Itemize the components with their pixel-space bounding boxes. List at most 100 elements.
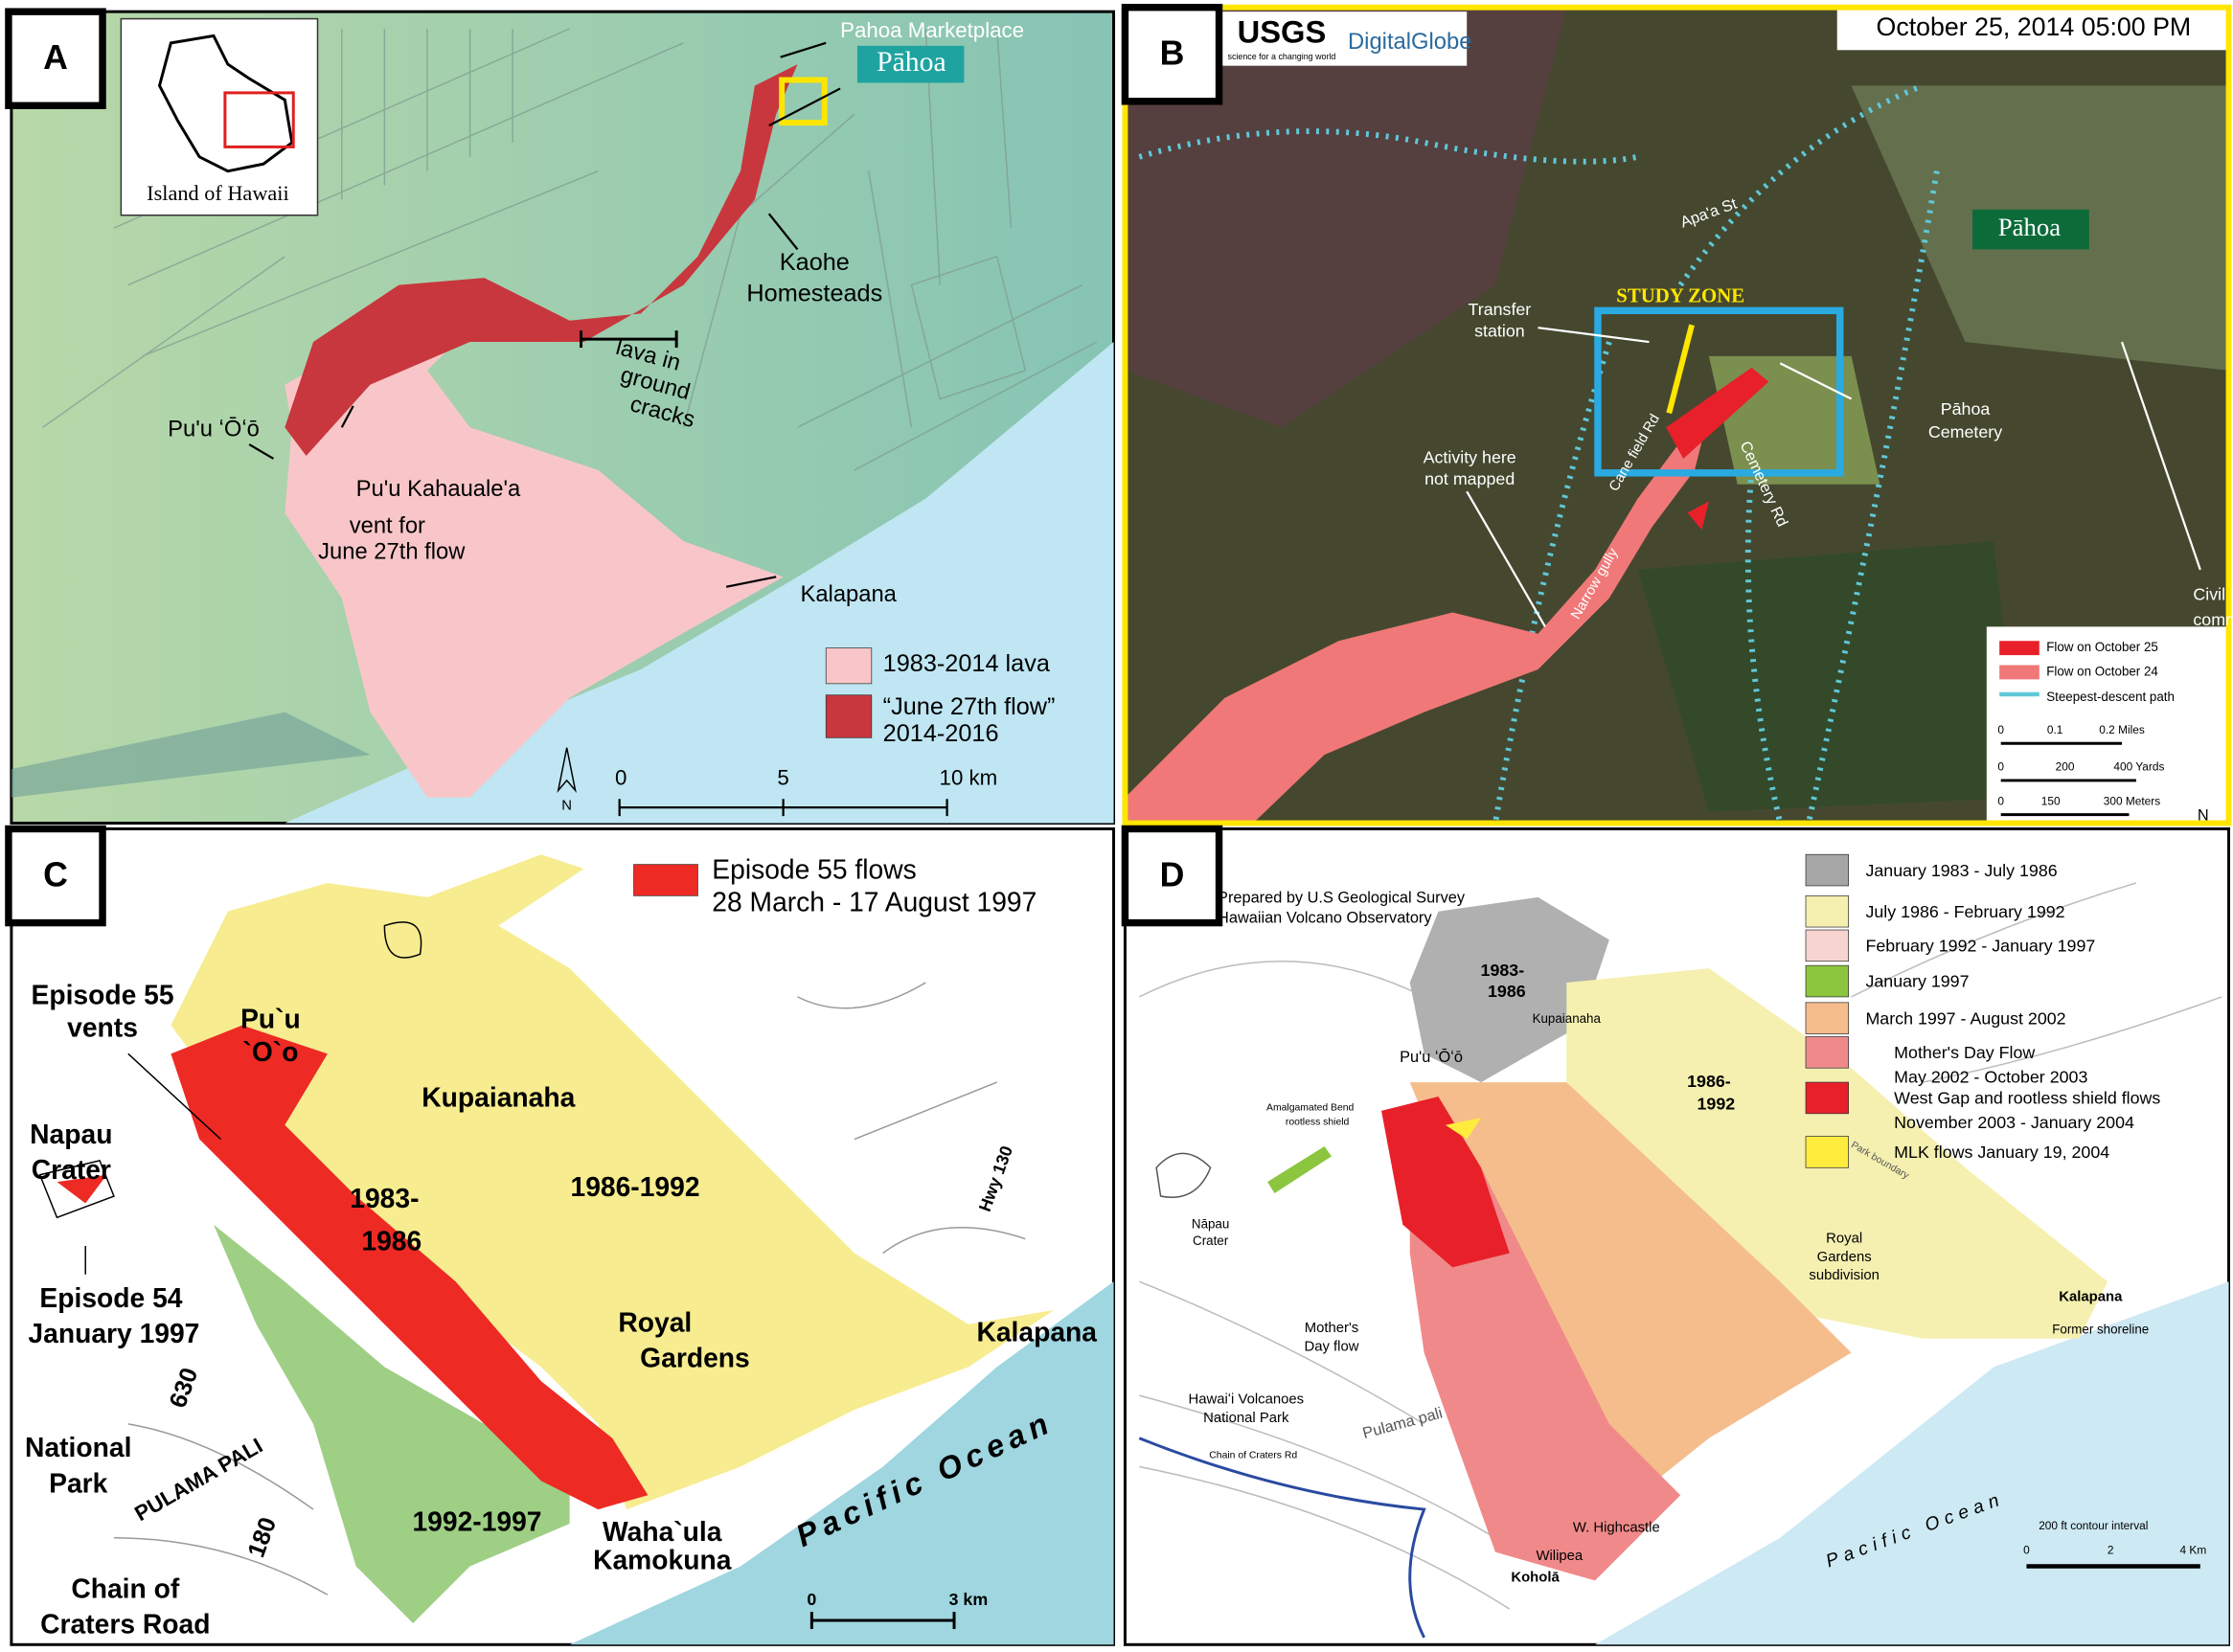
map-label: rootless shield <box>1286 1117 1350 1127</box>
map-label: Koholā <box>1511 1570 1560 1585</box>
panel-c-map <box>10 826 1116 1646</box>
panel-label-box <box>1121 3 1223 105</box>
map-label: Wilipea <box>1536 1549 1583 1564</box>
panel-label: A <box>43 38 68 77</box>
legend-swatch <box>1805 894 1849 928</box>
map-label: DigitalGlobe <box>1348 29 1471 55</box>
map-label: Episode 55 <box>31 979 173 1009</box>
map-label: 1986 <box>361 1226 422 1256</box>
panel-a-map <box>10 10 1116 826</box>
legend-swatch <box>825 694 873 738</box>
legend-label: 2014-2016 <box>883 720 999 747</box>
map-label: 5 <box>777 765 788 789</box>
map-label: Kalapana <box>800 581 897 607</box>
map-label: Amalgamated Bend <box>1266 1103 1354 1114</box>
map-label: Crater <box>32 1154 111 1185</box>
legend-label: Steepest-descent path <box>2046 690 2175 704</box>
map-label: 0.1 <box>2047 723 2063 736</box>
legend-label: Flow on October 25 <box>2046 640 2158 654</box>
map-label: 1986-1992 <box>571 1171 700 1202</box>
map-label: `O`o <box>242 1036 298 1067</box>
legend-label: July 1986 - February 1992 <box>1865 902 2064 921</box>
map-label: 0 <box>807 1590 816 1609</box>
legend-swatch <box>1805 1081 1849 1115</box>
map-label: 0 <box>1997 760 2004 774</box>
map-label: N <box>561 799 572 814</box>
map-label: N <box>2198 806 2209 824</box>
panel-d-map <box>1123 826 2231 1646</box>
map-label: Pu'u Kahauale'a <box>356 476 521 502</box>
map-label: Gardens <box>640 1342 750 1372</box>
legend-swatch <box>1999 665 2039 680</box>
map-label: Activity here <box>1424 448 1516 467</box>
map-label: Transfer <box>1469 300 1532 319</box>
map-label: 0 <box>2023 1543 2030 1556</box>
map-label: Park <box>49 1467 108 1498</box>
map-label: Nāpau <box>1192 1216 1229 1231</box>
map-label: Former shoreline <box>2052 1322 2149 1336</box>
map-label: comma <box>2193 610 2233 629</box>
legend-label: March 1997 - August 2002 <box>1865 1008 2065 1028</box>
legend-label: “June 27th flow” <box>883 693 1056 720</box>
legend-label: January 1983 - July 1986 <box>1865 861 2057 880</box>
map-label: Civil D <box>2193 584 2233 603</box>
map-label: Kaohe <box>780 249 850 276</box>
legend-label: West Gap and rootless shield flows <box>1894 1089 2160 1108</box>
legend-swatch <box>1805 1136 1849 1168</box>
map-label: W. Highcastle <box>1573 1520 1660 1535</box>
panel-label: B <box>1160 34 1185 73</box>
legend-label: May 2002 - October 2003 <box>1894 1067 2087 1086</box>
map-label: 1983- <box>350 1183 419 1213</box>
map-label: 1986- <box>1687 1072 1731 1091</box>
map-label: Homesteads <box>746 281 882 307</box>
map-label: Hawaiian Volcano Observatory <box>1218 909 1432 926</box>
map-label: Pu`u <box>240 1004 301 1034</box>
map-label: science for a changing world <box>1228 52 1336 61</box>
legend-label: MLK flows January 19, 2004 <box>1894 1143 2109 1162</box>
panel-label: D <box>1160 855 1185 894</box>
map-label: Royal <box>618 1306 692 1337</box>
map-label: Island of Hawaii <box>147 181 288 205</box>
map-label: 200 <box>2056 760 2075 774</box>
map-label: Pāhoa <box>877 47 946 78</box>
map-label: January 1997 <box>28 1318 199 1348</box>
map-label: 10 km <box>940 765 998 789</box>
legend-swatch <box>1805 964 1849 998</box>
panel-label-box <box>5 825 106 927</box>
legend-swatch <box>1805 929 1849 962</box>
map-label: Prepared by U.S Geological Survey <box>1218 890 1466 907</box>
legend-label: Mother's Day Flow <box>1894 1043 2035 1062</box>
map-label: 0.2 Miles <box>2099 723 2145 736</box>
legend-label: November 2003 - January 2004 <box>1894 1113 2134 1132</box>
legend-label: Episode 55 flows <box>712 854 916 885</box>
map-label: Pu'u ʻŌʻō <box>168 417 260 442</box>
map-label: Crater <box>1193 1233 1229 1248</box>
map-label: Kupaianaha <box>422 1081 575 1112</box>
map-label: Kalapana <box>976 1317 1097 1347</box>
map-label: June 27th flow <box>318 538 466 564</box>
map-label: USGS <box>1238 14 1327 50</box>
map-label: Day flow <box>1304 1340 1358 1355</box>
map-label: 400 Yards <box>2113 760 2164 774</box>
map-label: Chain of Craters Rd <box>1209 1450 1297 1460</box>
map-label: 3 km <box>949 1590 989 1609</box>
panel-label-box <box>1121 825 1223 927</box>
map-label: not mapped <box>1424 469 1515 488</box>
map-label: 0 <box>1997 723 2004 736</box>
panel-label: C <box>43 855 68 894</box>
map-label: Kamokuna <box>593 1545 732 1575</box>
map-label: October 25, 2014 05:00 PM <box>1877 12 2192 41</box>
map-label: Chain of <box>71 1573 180 1603</box>
map-label: Kupaianaha <box>1533 1011 1602 1026</box>
map-label: station <box>1474 321 1525 340</box>
map-label: 1983- <box>1481 961 1525 980</box>
legend-swatch <box>1999 641 2039 656</box>
map-label: Mother's <box>1305 1321 1359 1336</box>
legend-label: 1983-2014 lava <box>883 650 1051 677</box>
map-label: STUDY ZONE <box>1616 284 1744 307</box>
map-label: subdivision <box>1809 1268 1880 1283</box>
map-label: 150 <box>2041 794 2061 807</box>
map-label: Royal <box>1826 1232 1862 1247</box>
legend-swatch <box>633 864 698 896</box>
